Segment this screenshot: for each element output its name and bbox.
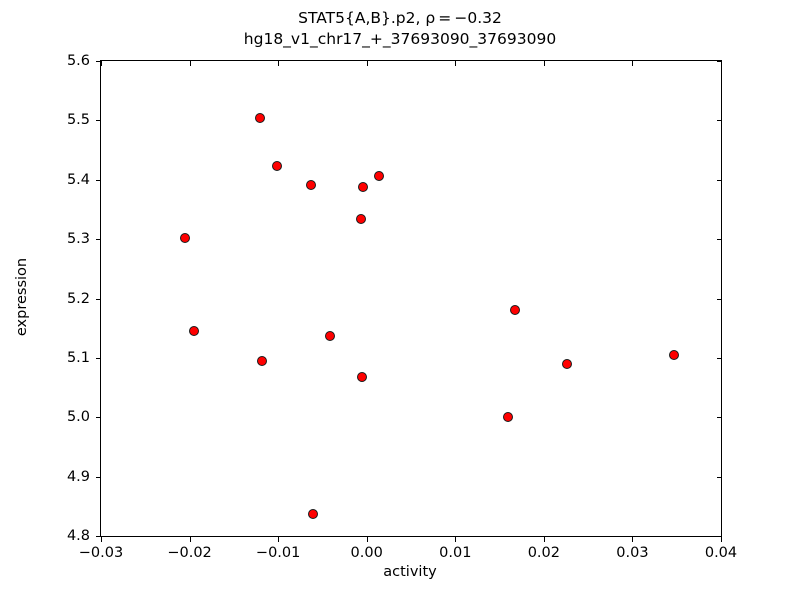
y-axis-tick [96, 239, 101, 241]
scatter-point [561, 358, 572, 369]
y-axis-tick [96, 298, 101, 300]
scatter-point [374, 170, 385, 181]
y-axis-tick [96, 476, 101, 478]
x-axis-tick-label: −0.02 [167, 545, 212, 561]
scatter-point [669, 350, 680, 361]
x-axis-tick [721, 537, 722, 542]
y-axis-tick [96, 179, 101, 181]
x-axis-tick-top [721, 61, 722, 66]
y-axis-tick [96, 120, 101, 122]
x-axis-tick-top [455, 61, 457, 66]
x-axis-tick [366, 537, 368, 542]
y-axis-tick-right [717, 357, 722, 359]
x-axis-tick [189, 537, 191, 542]
y-axis-tick-label: 5.3 [67, 231, 113, 247]
x-axis-tick [543, 537, 545, 542]
y-axis-tick-label: 4.8 [67, 528, 113, 544]
scatter-point [257, 355, 268, 366]
plot-axes: −0.03 −0.02 −0.01 0.00 0.01 0.02 0.03 0.04 4.8 4.… [67, 53, 737, 561]
chart-title-line2: hg18_v1_chr17_+_37693090_37693090 [243, 29, 557, 48]
y-axis-tick-label: 5.0 [67, 409, 113, 425]
x-axis-tick [455, 537, 457, 542]
x-axis-tick-top [278, 61, 280, 66]
x-axis-tick-label: −0.01 [255, 545, 301, 561]
x-axis-label: activity [383, 564, 437, 580]
y-axis-tick-label-text: 5.5 [66, 112, 90, 129]
y-axis-tick-label-text: 4.8 [66, 528, 90, 544]
y-axis-tick-label: 5.5 [67, 112, 113, 128]
y-axis-tick [96, 536, 101, 537]
y-axis-tick-label: 5.2 [67, 291, 113, 307]
y-axis-tick [96, 417, 101, 419]
y-axis-tick-label: 5.1 [67, 350, 113, 366]
y-axis-tick-right [717, 239, 722, 241]
x-axis-tick [278, 537, 280, 542]
y-axis-tick-right [717, 476, 722, 478]
scatter-point [358, 182, 369, 193]
x-axis-tick-top [189, 61, 191, 66]
y-axis-tick [96, 357, 101, 359]
y-axis-label: expression [14, 257, 30, 337]
scatter-point [324, 330, 335, 341]
y-axis-tick-right [717, 298, 722, 300]
plot-data-area [101, 61, 721, 536]
y-axis-tick-right [717, 120, 722, 122]
y-axis-tick-label: 5.4 [67, 172, 113, 188]
scatter-point [189, 326, 199, 337]
x-axis-tick-top [632, 61, 634, 66]
y-axis-tick-label-text: 5.2 [66, 290, 90, 307]
scatter-point [255, 113, 266, 124]
y-axis-tick-label-text: 5.4 [66, 171, 90, 188]
x-axis-tick [101, 537, 102, 542]
scatter-point [180, 232, 191, 243]
y-axis-tick-label: 5.6 [67, 53, 113, 69]
chart-title: STAT5{A,B}.p2, ρ = −0.32 hg18_v1_chr17_+… [0, 8, 800, 49]
x-axis-tick-label: 0.00 [350, 545, 383, 561]
y-axis-tick-label-text: 5.1 [66, 349, 90, 366]
y-axis-tick-label-text: 4.9 [66, 468, 90, 485]
y-axis-tick-right [717, 536, 722, 537]
scatter-point [272, 161, 283, 172]
x-axis-tick-top [101, 61, 102, 66]
scatter-point [502, 411, 513, 422]
x-axis-tick-label: 0.03 [616, 545, 649, 561]
y-axis-tick [96, 61, 101, 62]
y-axis-tick-label-text: 5.6 [66, 53, 90, 69]
y-axis-tick-right [717, 417, 722, 419]
y-axis-tick-right [717, 179, 722, 181]
x-axis-tick-top [543, 61, 545, 66]
x-axis-tick-label: −0.03 [78, 545, 124, 561]
y-axis-tick-label-text: 5.0 [66, 409, 90, 426]
x-axis-tick [632, 537, 634, 542]
scatter-point [357, 372, 368, 383]
scatter-point [509, 305, 520, 316]
scatter-point [305, 179, 316, 190]
x-axis-tick-label: 0.01 [439, 545, 472, 561]
y-axis-tick-label: 4.9 [67, 469, 113, 485]
x-axis-tick-top [366, 61, 368, 66]
scatter-point [356, 213, 367, 224]
y-axis-tick-label-text: 5.3 [66, 231, 90, 248]
x-axis-tick-label: 0.04 [704, 545, 738, 561]
y-axis-tick-right [717, 61, 722, 62]
chart-title-line1: STAT5{A,B}.p2, ρ = −0.32 [298, 9, 502, 27]
scatter-point [307, 508, 318, 519]
x-axis-tick-label: 0.02 [527, 545, 560, 561]
